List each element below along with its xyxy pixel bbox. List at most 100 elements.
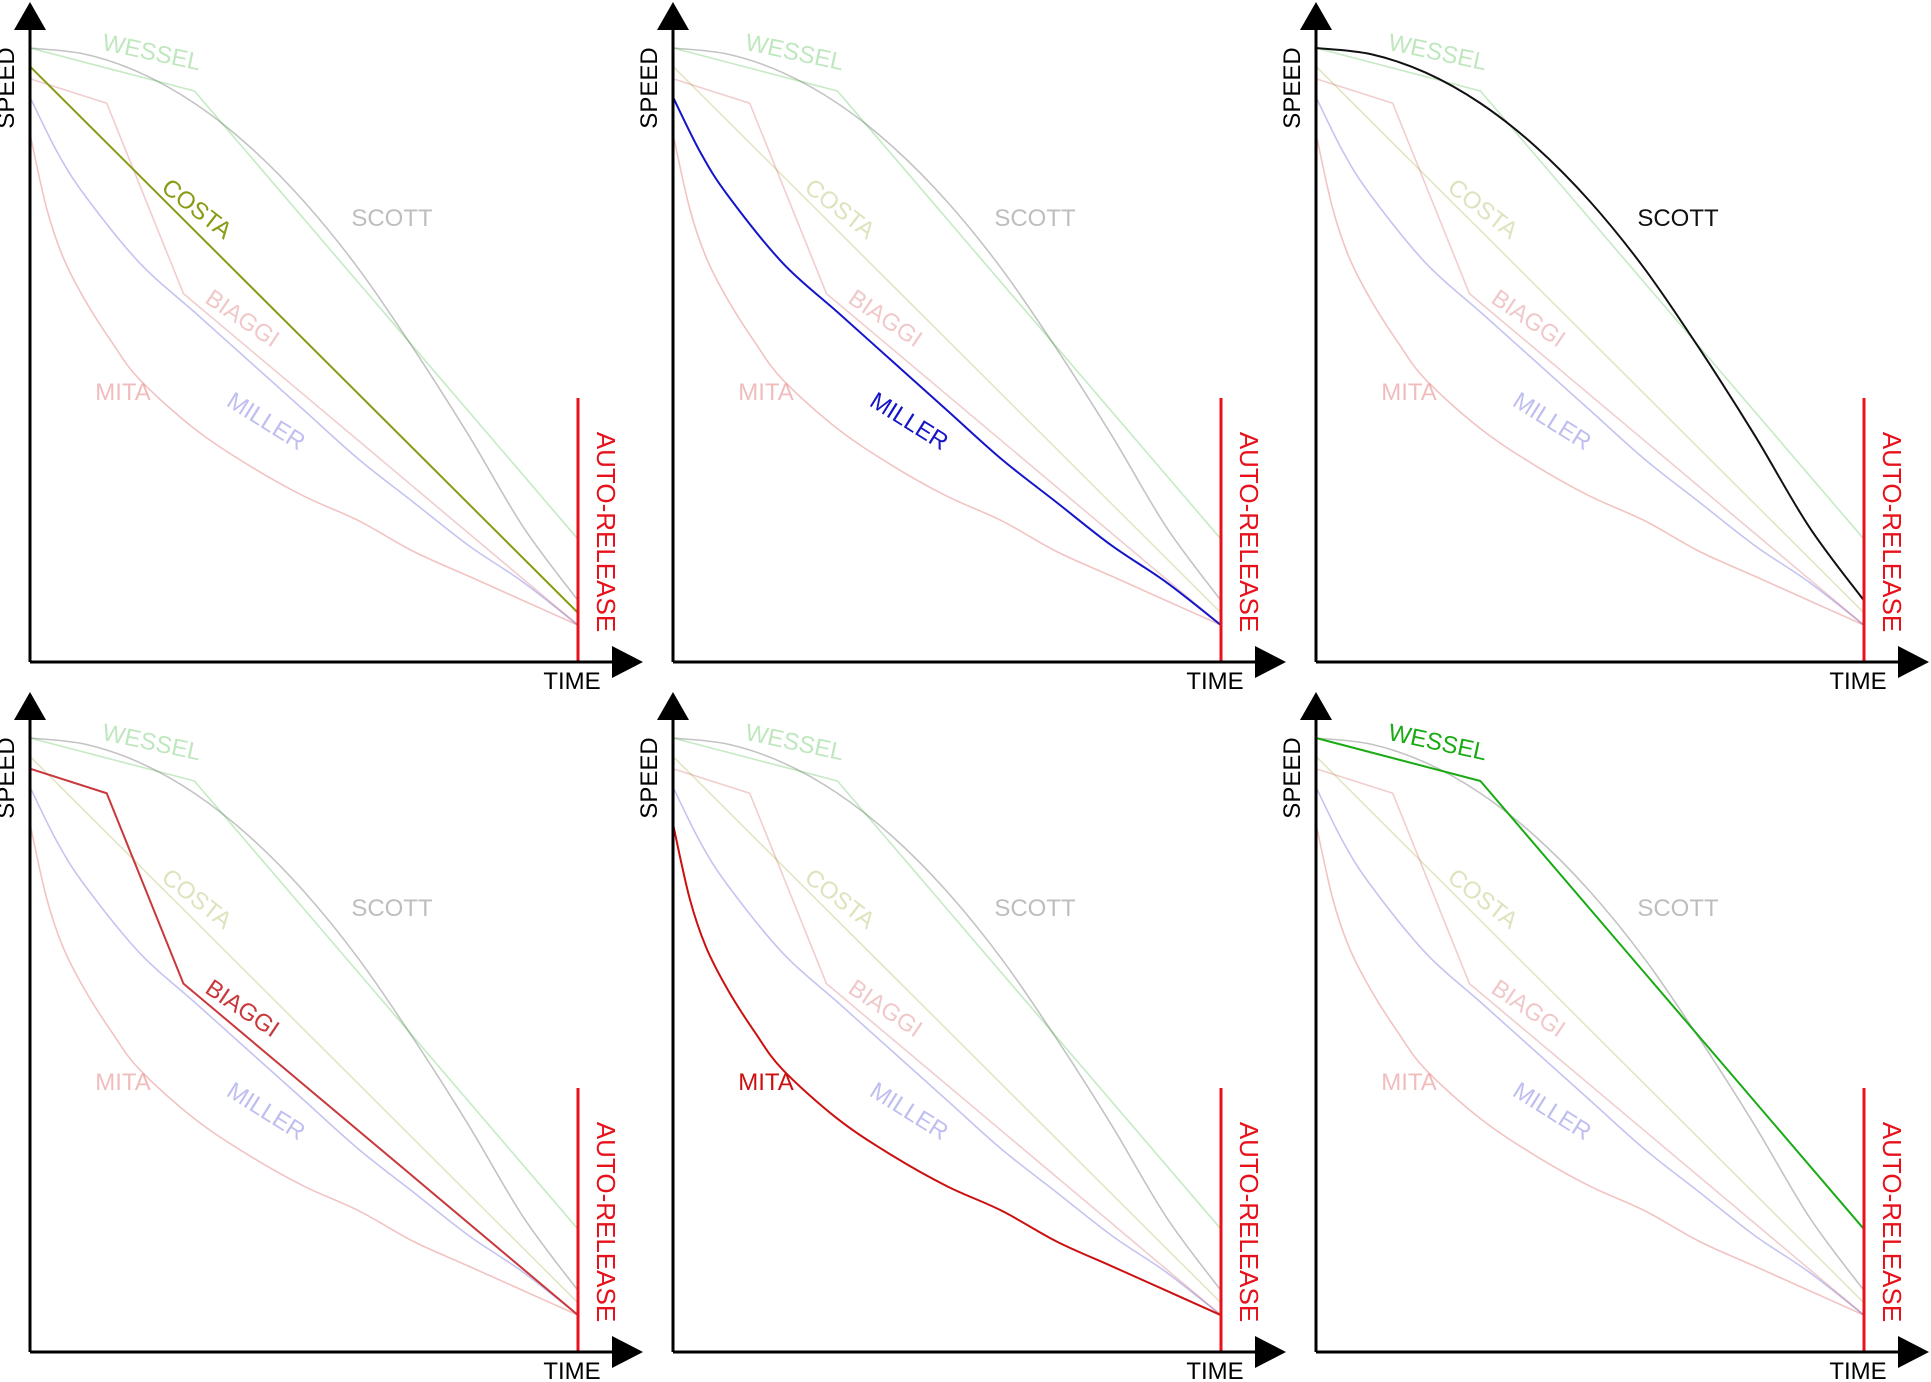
series-label-costa: COSTA [799, 174, 879, 245]
series-line-biaggi [672, 77, 1222, 626]
x-axis-label: TIME [1829, 668, 1886, 695]
series-line-scott [1315, 47, 1865, 602]
series-label-wessel: WESSEL [1386, 29, 1489, 76]
series-line-wessel [672, 737, 1222, 1230]
series-line-wessel [1315, 737, 1865, 1230]
x-axis-arrow-icon [612, 646, 643, 678]
series-line-biaggi [672, 767, 1222, 1316]
series-line-mita [29, 823, 579, 1316]
series-line-costa [1315, 755, 1865, 1304]
series-line-costa [672, 755, 1222, 1304]
series-line-miller [672, 96, 1222, 626]
series-label-costa: COSTA [799, 864, 879, 935]
series-line-scott [29, 737, 579, 1292]
series-line-mita [1315, 823, 1865, 1316]
series-line-mita [672, 823, 1222, 1317]
series-label-miller: MILLER [222, 1077, 310, 1146]
series-label-mita: MITA [738, 1069, 794, 1096]
series-label-mita: MITA [1381, 379, 1437, 406]
series-label-miller: MILLER [1508, 387, 1596, 456]
series-line-costa [1315, 65, 1865, 614]
series-label-scott: SCOTT [994, 895, 1076, 922]
chart-panel-costa: MITA MILLERBIAGGISCOTTWESSELCOSTAAUTO-REL… [0, 2, 643, 695]
x-axis-label: TIME [1829, 1358, 1886, 1382]
series-label-miller: MILLER [865, 1077, 953, 1146]
series-label-scott: SCOTT [1637, 205, 1719, 232]
y-axis-arrow-icon [1300, 692, 1332, 720]
series-line-miller [1315, 96, 1865, 626]
auto-release-label: AUTO-RELEASE [1877, 1122, 1907, 1322]
auto-release-label: AUTO-RELEASE [1234, 432, 1264, 632]
y-axis-label: SPEED [636, 737, 663, 818]
series-label-scott: SCOTT [351, 205, 433, 232]
series-line-biaggi [1315, 77, 1865, 626]
series-line-wessel [1315, 47, 1865, 540]
series-label-costa: COSTA [1442, 864, 1522, 935]
x-axis-arrow-icon [612, 1336, 643, 1368]
series-line-miller [29, 786, 579, 1316]
auto-release-label: AUTO-RELEASE [1877, 432, 1907, 632]
series-label-wessel: WESSEL [743, 29, 846, 76]
series-line-mita [1315, 133, 1865, 626]
series-label-scott: SCOTT [351, 895, 433, 922]
chart-panel-scott: MITA MILLERBIAGGICOSTAWESSELSCOTTAUTO-REL… [1279, 2, 1929, 695]
series-line-mita [672, 133, 1222, 626]
y-axis-label: SPEED [1279, 737, 1306, 818]
series-line-wessel [29, 737, 579, 1230]
x-axis-label: TIME [543, 668, 600, 695]
series-line-wessel [29, 47, 579, 540]
y-axis-arrow-icon [14, 2, 46, 30]
x-axis-label: TIME [543, 1358, 600, 1382]
x-axis-label: TIME [1186, 668, 1243, 695]
series-label-scott: SCOTT [994, 205, 1076, 232]
series-line-scott [1315, 737, 1865, 1292]
x-axis-arrow-icon [1255, 646, 1286, 678]
x-axis-arrow-icon [1255, 1336, 1286, 1368]
y-axis-arrow-icon [14, 692, 46, 720]
series-line-biaggi [29, 77, 579, 626]
series-label-wessel: WESSEL [100, 29, 203, 76]
y-axis-label: SPEED [1279, 47, 1306, 128]
series-label-miller: MILLER [865, 387, 953, 456]
series-line-costa [672, 65, 1222, 614]
series-label-mita: MITA [95, 1069, 151, 1096]
series-line-scott [29, 47, 579, 602]
series-line-miller [672, 786, 1222, 1316]
series-line-wessel [672, 47, 1222, 540]
series-label-mita: MITA [95, 379, 151, 406]
x-axis-arrow-icon [1898, 646, 1929, 678]
y-axis-label: SPEED [0, 737, 20, 818]
y-axis-arrow-icon [657, 692, 689, 720]
series-label-wessel: WESSEL [743, 719, 846, 766]
series-label-costa: COSTA [156, 864, 236, 935]
series-line-scott [672, 737, 1222, 1292]
series-label-costa: COSTA [1442, 174, 1522, 245]
y-axis-label: SPEED [0, 47, 20, 128]
series-label-miller: MILLER [1508, 1077, 1596, 1146]
auto-release-label: AUTO-RELEASE [1234, 1122, 1264, 1322]
series-line-costa [29, 65, 579, 614]
series-line-miller [29, 96, 579, 626]
series-line-mita [29, 133, 579, 626]
series-line-biaggi [1315, 767, 1865, 1316]
auto-release-label: AUTO-RELEASE [591, 432, 621, 632]
series-line-miller [1315, 786, 1865, 1316]
auto-release-label: AUTO-RELEASE [591, 1122, 621, 1322]
series-label-mita: MITA [738, 379, 794, 406]
series-label-miller: MILLER [222, 387, 310, 456]
y-axis-arrow-icon [657, 2, 689, 30]
y-axis-label: SPEED [636, 47, 663, 128]
x-axis-arrow-icon [1898, 1336, 1929, 1368]
series-label-mita: MITA [1381, 1069, 1437, 1096]
series-line-scott [672, 47, 1222, 602]
x-axis-label: TIME [1186, 1358, 1243, 1382]
series-line-costa [29, 755, 579, 1304]
series-label-scott: SCOTT [1637, 895, 1719, 922]
series-line-biaggi [29, 767, 579, 1316]
series-label-wessel: WESSEL [100, 719, 203, 766]
